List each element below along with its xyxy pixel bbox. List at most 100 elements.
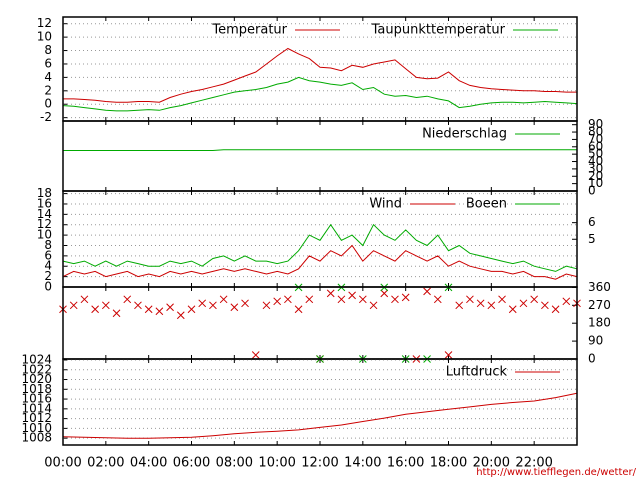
x-tick-label: 02:00 — [87, 456, 124, 471]
legend-label: Temperatur — [211, 23, 287, 38]
y-tick-label: 8 — [44, 43, 52, 57]
x-tick-label: 10:00 — [258, 456, 295, 471]
direction-marker — [251, 351, 260, 359]
y-tick-label: 18 — [37, 186, 52, 200]
direction-marker — [358, 295, 367, 304]
y2-tick-label: 5 — [588, 232, 596, 246]
direction-marker — [262, 301, 271, 310]
y-tick-label: 2 — [44, 269, 52, 283]
y2-tick-label: 180 — [588, 316, 611, 330]
y2-tick-label: 80 — [588, 125, 603, 139]
y-tick-label: 1018 — [21, 382, 52, 396]
y-tick-label: 1016 — [21, 392, 52, 406]
direction-marker — [209, 301, 217, 310]
direction-marker — [176, 311, 185, 320]
y-tick-label: 1010 — [21, 421, 52, 435]
direction-marker — [433, 295, 442, 304]
y-tick-label: 6 — [44, 56, 52, 70]
y-tick-label: 14 — [37, 207, 52, 221]
direction-marker — [80, 295, 89, 304]
direction-marker — [455, 301, 464, 310]
direction-marker — [230, 303, 239, 312]
direction-marker — [466, 295, 474, 304]
y-tick-label: 4 — [44, 259, 52, 273]
direction-marker — [423, 287, 431, 296]
y-tick-label: 10 — [37, 30, 52, 44]
x-tick-label: 00:00 — [44, 456, 81, 471]
direction-marker — [508, 305, 517, 314]
direction-marker — [134, 301, 142, 310]
legend-label: Niederschlag — [422, 127, 507, 142]
direction-marker — [401, 293, 410, 302]
y-tick-label: 8 — [44, 238, 52, 252]
direction-marker — [123, 295, 132, 304]
x-tick-label: 22:00 — [515, 456, 552, 471]
y2-tick-label: 360 — [588, 280, 611, 294]
direction-marker — [166, 303, 174, 312]
y-tick-label: 12 — [37, 16, 52, 30]
direction-marker — [69, 301, 78, 310]
direction-marker — [284, 295, 292, 304]
direction-marker — [476, 299, 485, 308]
y-tick-label: 16 — [37, 196, 52, 210]
direction-marker — [369, 301, 378, 310]
x-tick-label: 18:00 — [430, 456, 467, 471]
y-tick-label: 1024 — [21, 352, 52, 366]
y2-tick-label: 40 — [588, 154, 603, 168]
x-tick-label: 14:00 — [344, 456, 381, 471]
y-tick-label: 0 — [44, 97, 52, 111]
y2-tick-label: 0 — [588, 352, 596, 366]
direction-marker — [187, 305, 196, 314]
direction-marker — [519, 299, 528, 308]
y-tick-label: 1014 — [21, 401, 52, 415]
x-tick-label: 06:00 — [173, 456, 210, 471]
y2-tick-label: 0 — [588, 184, 596, 198]
y-tick-label: 6 — [44, 248, 52, 262]
y2-tick-label: 6 — [588, 215, 596, 229]
source-link: http://www.tiefflegen.de/wetter/ — [476, 467, 636, 478]
direction-marker — [101, 301, 110, 310]
y2-tick-label: 90 — [588, 117, 603, 131]
direction-marker — [241, 299, 249, 308]
series-line — [62, 244, 578, 280]
x-tick-label: 12:00 — [301, 456, 338, 471]
y2-tick-label: 270 — [588, 298, 611, 312]
direction-marker — [487, 301, 496, 310]
y2-tick-label: 90 — [588, 334, 603, 348]
y-tick-label: -2 — [40, 110, 52, 124]
y-tick-label: 0 — [44, 280, 52, 294]
direction-marker — [337, 295, 346, 304]
series-line — [62, 223, 578, 272]
direction-marker — [155, 307, 164, 316]
legend-label: Luftdruck — [446, 365, 508, 380]
direction-marker — [326, 289, 335, 298]
y-tick-label: 1008 — [21, 431, 52, 445]
direction-marker — [444, 351, 453, 359]
direction-marker — [530, 295, 539, 304]
series-line — [63, 149, 577, 151]
direction-marker — [551, 305, 560, 314]
series-line — [62, 76, 578, 112]
direction-marker — [273, 297, 282, 306]
direction-marker — [144, 305, 153, 314]
direction-marker — [219, 295, 228, 304]
legend-label: Wind — [369, 197, 402, 212]
y-tick-label: 12 — [37, 217, 52, 231]
y2-tick-label: 50 — [588, 147, 603, 161]
direction-marker — [541, 301, 549, 310]
direction-marker — [380, 289, 389, 298]
y2-tick-label: 70 — [588, 132, 603, 146]
y2-tick-label: 10 — [588, 176, 603, 190]
series-line — [62, 392, 578, 439]
direction-marker — [91, 305, 99, 314]
y-tick-label: 1020 — [21, 372, 52, 386]
series-line — [63, 47, 577, 103]
y2-tick-label: 30 — [588, 161, 603, 175]
direction-marker — [391, 295, 399, 304]
y-tick-label: 4 — [44, 70, 52, 84]
legend-label: Boeen — [466, 197, 507, 212]
direction-marker — [305, 295, 314, 304]
direction-marker — [198, 299, 207, 308]
legend-label: Taupunkttemperatur — [371, 23, 506, 38]
